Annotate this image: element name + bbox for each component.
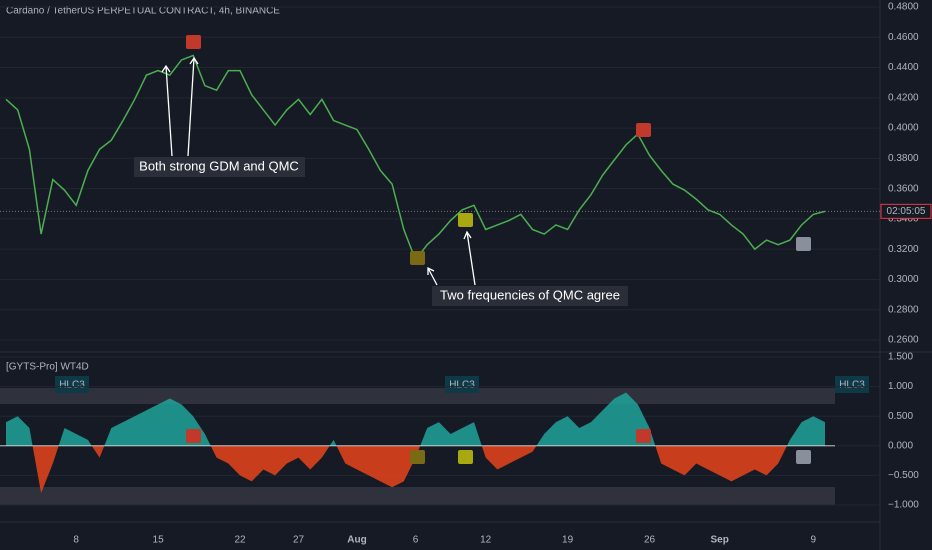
oscillator-above — [6, 392, 825, 446]
x-tick-label: 15 — [153, 535, 165, 546]
sell-signal — [186, 35, 201, 49]
chart-title: Cardano / TetherUS PERPETUAL CONTRACT, 4… — [6, 6, 280, 17]
label-box — [835, 376, 869, 393]
buy-signal — [796, 450, 811, 464]
x-tick-label: 19 — [562, 535, 574, 546]
y-tick-label: 1.000 — [888, 381, 913, 392]
y-tick-label: 0.3800 — [888, 153, 919, 164]
y-tick-label: 0.4200 — [888, 92, 919, 103]
buy-signal — [410, 450, 425, 464]
x-tick-label: 9 — [811, 535, 817, 546]
hlc3-label: HLC3 — [59, 380, 85, 391]
x-tick-label: Sep — [711, 535, 729, 546]
annotation-box — [134, 157, 305, 177]
hlc3-label: HLC3 — [449, 380, 475, 391]
hlc3-label: HLC3 — [839, 380, 865, 391]
x-tick-label: 27 — [293, 535, 305, 546]
sell-signal — [636, 123, 651, 137]
label-box — [445, 376, 479, 393]
y-tick-label: 0.500 — [888, 411, 913, 422]
buy-signal — [458, 450, 473, 464]
y-tick-label: 0.000 — [888, 440, 913, 451]
y-tick-label: 0.4800 — [888, 2, 919, 13]
countdown: 02:05:05 — [887, 206, 926, 217]
y-tick-label: 0.3000 — [888, 274, 919, 285]
x-tick-label: 6 — [413, 535, 419, 546]
arrow — [463, 230, 476, 286]
x-tick-label: 22 — [234, 535, 246, 546]
countdown-box — [880, 203, 932, 219]
y-tick-label: 0.3600 — [888, 183, 919, 194]
buy-signal — [458, 213, 473, 227]
x-tick-label: 8 — [73, 535, 79, 546]
signals — [186, 35, 811, 464]
y-tick-label: 0.4000 — [888, 123, 919, 134]
arrow — [187, 56, 199, 157]
arrow — [427, 266, 438, 286]
y-tick-label: −1.000 — [888, 500, 919, 511]
y-tick-label: 1.500 — [888, 352, 913, 363]
hlc3-labels: HLC3 HLC3 HLC3 — [55, 376, 869, 393]
y-tick-label: 0.2600 — [888, 335, 919, 346]
x-tick-label: Aug — [347, 535, 366, 546]
x-tick-label: 12 — [480, 535, 492, 546]
buy-signal — [410, 251, 425, 265]
y-tick-label: 0.4600 — [888, 32, 919, 43]
indicator-title: [GYTS-Pro] WT4D — [6, 362, 89, 373]
y-tick-label: 0.2800 — [888, 304, 919, 315]
lower-band — [0, 487, 835, 505]
annotation: Two frequencies of QMC agree — [440, 287, 620, 302]
sell-signal — [636, 429, 651, 443]
y-tick-label: 0.4400 — [888, 62, 919, 73]
y-tick-label: 0.3200 — [888, 244, 919, 255]
annotation-arrows — [161, 56, 476, 286]
sell-signal — [186, 429, 201, 443]
label-box — [55, 376, 89, 393]
upper-band — [0, 388, 835, 404]
x-tick-label: 26 — [644, 535, 656, 546]
arrow — [161, 64, 173, 157]
y-tick-label: 0.3400 — [888, 214, 919, 225]
annotation: Both strong GDM and QMC — [139, 158, 299, 173]
annotation-box — [432, 286, 628, 306]
buy-signal — [796, 237, 811, 251]
y-tick-label: −0.500 — [888, 470, 919, 481]
